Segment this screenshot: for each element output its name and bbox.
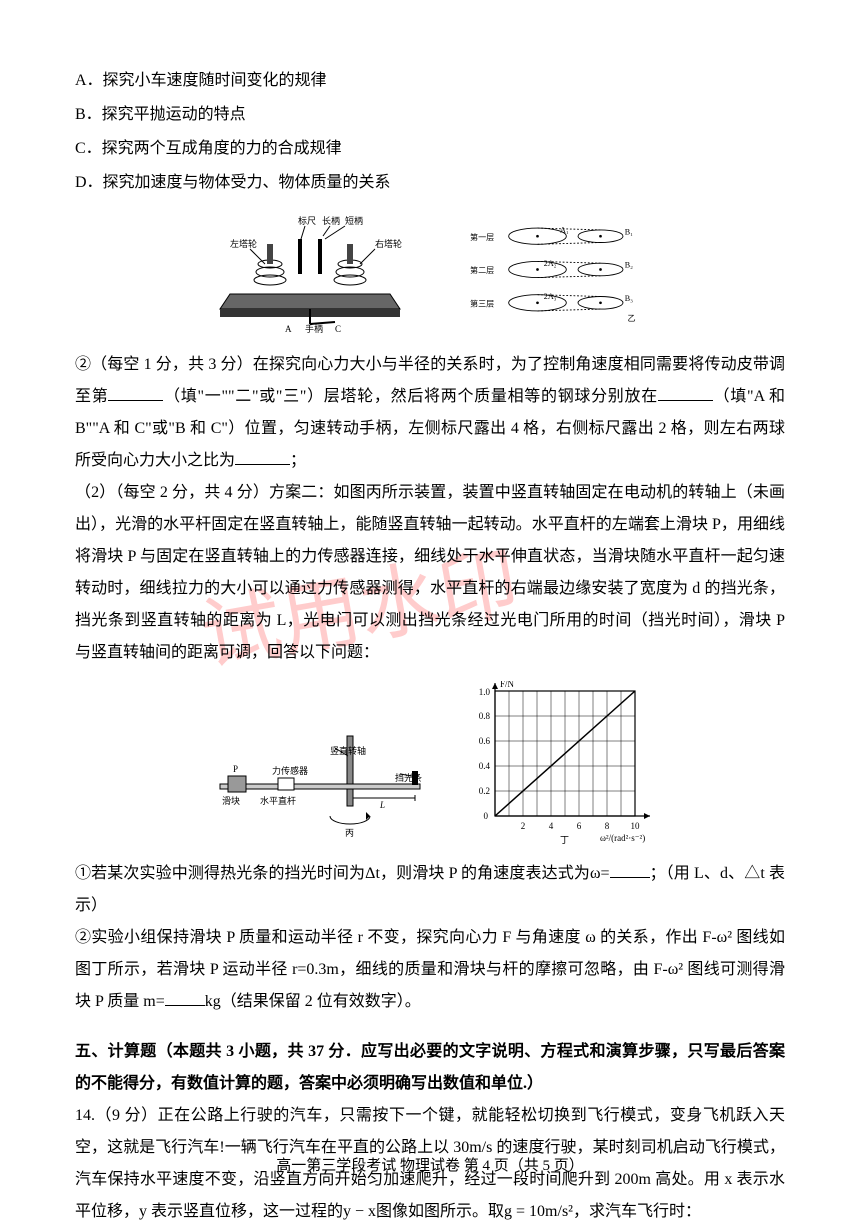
section5-head: 五、计算题（本题共 3 小题，共 37 分．应写出必要的文字说明、方程式和演算步… [75,1036,785,1100]
svg-text:C: C [335,324,341,334]
svg-text:丁: 丁 [560,835,569,845]
svg-text:乙: 乙 [628,314,636,323]
svg-text:0.6: 0.6 [479,736,491,746]
svg-text:0.8: 0.8 [479,711,491,721]
chart-figure: 0 0.2 0.4 0.6 0.8 1.0 2 4 6 8 10 F/N ω²/… [460,681,660,846]
svg-text:10: 10 [631,821,641,831]
svg-text:竖直转轴: 竖直转轴 [330,745,366,756]
svg-text:B₂: B₂ [625,261,633,270]
svg-text:0.4: 0.4 [479,761,491,771]
svg-text:0: 0 [484,811,489,821]
q14-text: 14.（9 分）正在公路上行驶的汽车，只需按下一个键，就能轻松切换到飞行模式，变… [75,1100,785,1228]
option-d: D．探究加速度与物体受力、物体质量的关系 [75,167,785,199]
svg-text:B₃: B₃ [625,294,633,303]
svg-text:水平直杆: 水平直杆 [260,795,296,806]
svg-text:8: 8 [605,821,610,831]
q-sub2: ②实验小组保持滑块 P 质量和运动半径 r 不变，探究向心力 F 与角速度 ω … [75,922,785,1018]
q2-2-text: （2）（每空 2 分，共 4 分）方案二：如图丙所示装置，装置中竖直转轴固定在电… [75,477,785,669]
svg-text:2: 2 [521,821,526,831]
svg-text:滑块: 滑块 [222,795,240,806]
svg-text:1.0: 1.0 [479,687,491,697]
svg-text:力传感器: 力传感器 [272,765,308,776]
svg-text:短柄: 短柄 [345,215,363,226]
svg-text:2A₃: 2A₃ [544,292,557,301]
svg-text:右塔轮: 右塔轮 [375,238,402,249]
svg-text:标尺: 标尺 [298,215,316,226]
svg-text:挡光条: 挡光条 [395,772,422,783]
svg-text:长柄: 长柄 [322,215,340,226]
svg-text:第二层: 第二层 [470,265,494,275]
svg-text:A₁: A₁ [560,226,569,235]
layers-figure: A₁ B₁ 2A₂ B₂ 2A₃ B₃ 第一层 第二层 第三层 乙 [470,214,650,334]
svg-text:ω²/(rad²·s⁻²): ω²/(rad²·s⁻²) [600,833,645,843]
svg-text:P: P [233,764,238,774]
rod-figure: P 滑块 力传感器 水平直杆 竖直转轴 挡光条 L 丙 [200,726,430,846]
svg-text:6: 6 [577,821,582,831]
svg-text:左塔轮: 左塔轮 [230,238,257,249]
q2-1-text: ②（每空 1 分，共 3 分）在探究向心力大小与半径的关系时，为了控制角速度相同… [75,349,785,477]
option-a: A．探究小车速度随时间变化的规律 [75,65,785,97]
svg-text:4: 4 [549,821,554,831]
svg-text:L: L [379,800,385,810]
svg-text:A: A [285,324,292,334]
svg-text:第三层: 第三层 [470,298,494,308]
q-sub1: ①若某次实验中测得热光条的挡光时间为Δt，则滑块 P 的角速度表达式为ω=；（用… [75,858,785,922]
option-b: B．探究平抛运动的特点 [75,99,785,131]
svg-text:第一层: 第一层 [470,232,494,242]
apparatus-figure: 左塔轮 右塔轮 标尺 长柄 短柄 手柄 A C [210,214,410,334]
svg-text:0.2: 0.2 [479,786,490,796]
option-c: C．探究两个互成角度的力的合成规律 [75,133,785,165]
svg-text:F/N: F/N [500,681,515,689]
svg-text:B₁: B₁ [625,227,633,236]
svg-text:手柄: 手柄 [305,323,323,334]
svg-text:丙: 丙 [345,828,354,838]
svg-text:2A₂: 2A₂ [544,259,557,268]
